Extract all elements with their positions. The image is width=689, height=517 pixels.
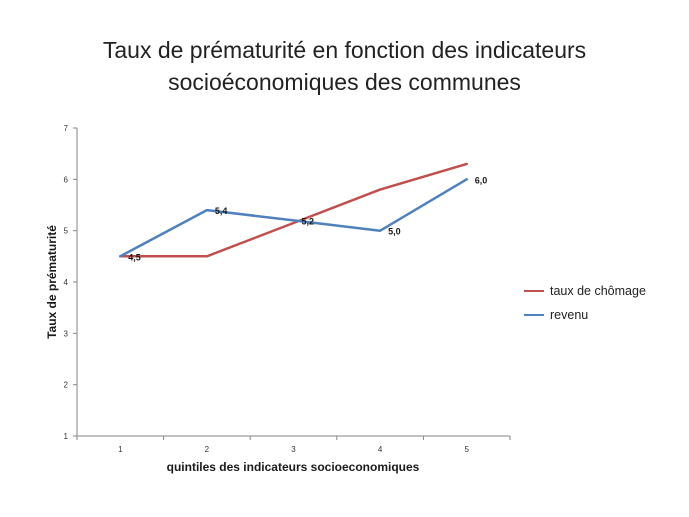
- x-tick-label: 5: [464, 445, 469, 454]
- x-tick-label: 1: [118, 445, 123, 454]
- chart-axes: [76, 128, 510, 437]
- series-line-chomage: [119, 162, 468, 258]
- data-label: 6,0: [475, 175, 488, 185]
- y-axis-label: Taux de prématurité: [45, 225, 59, 339]
- legend-swatch-revenu: [524, 314, 544, 316]
- legend-swatch-chomage: [524, 290, 544, 292]
- chart-legend: taux de chômage revenu: [524, 280, 646, 328]
- data-label: 5,0: [388, 227, 401, 237]
- chart-ticks: 1 2 3 4 5 6 7 1 2 3 4 5: [64, 124, 511, 454]
- series-line-revenu: [119, 178, 468, 258]
- x-tick-label: 2: [205, 445, 210, 454]
- chart-data-labels: 4,5 5,4 5,2 5,0 6,0: [128, 175, 487, 262]
- x-axis-label: quintiles des indicateurs socioeconomiqu…: [167, 460, 420, 474]
- legend-label-chomage: taux de chômage: [550, 284, 646, 298]
- x-tick-label: 3: [291, 445, 296, 454]
- y-tick-label: 1: [64, 432, 69, 441]
- data-label: 4,5: [128, 252, 141, 262]
- data-label: 5,4: [215, 206, 228, 216]
- chart-title: Taux de prématurité en fonction des indi…: [0, 34, 689, 98]
- chart-title-line-1: Taux de prématurité en fonction des indi…: [102, 37, 587, 63]
- legend-item-chomage: taux de chômage: [524, 280, 646, 302]
- legend-item-revenu: revenu: [524, 304, 646, 326]
- chart-title-line-2: socioéconomiques des communes: [168, 69, 521, 95]
- y-tick-label: 3: [64, 329, 69, 338]
- chart-series: [119, 162, 468, 258]
- x-tick-label: 4: [378, 445, 383, 454]
- legend-label-revenu: revenu: [550, 308, 589, 322]
- data-label: 5,2: [302, 216, 315, 226]
- y-tick-label: 4: [64, 278, 69, 287]
- y-tick-label: 7: [64, 124, 69, 133]
- y-tick-label: 6: [64, 175, 69, 184]
- y-tick-label: 2: [64, 381, 69, 390]
- y-tick-label: 5: [64, 227, 69, 236]
